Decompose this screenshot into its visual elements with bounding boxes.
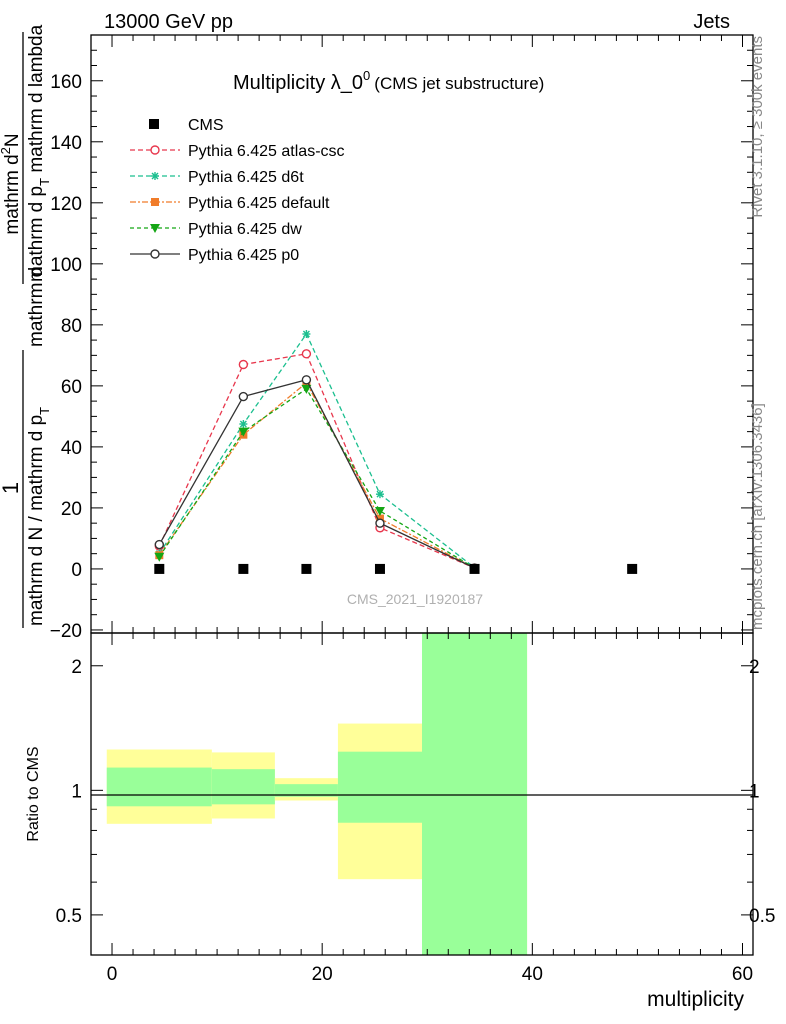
ratio-y-tick-label-right: 0.5 (749, 906, 775, 927)
data-point (151, 198, 159, 206)
y-label-fraction-bottom: mathrm d N / mathrm d pT (26, 407, 52, 626)
data-point (150, 224, 160, 233)
data-point (151, 172, 159, 180)
series-group (154, 330, 480, 574)
legend-label: CMS (188, 117, 224, 134)
cms-data-point (469, 563, 480, 574)
main-y-tick-label: 0 (71, 560, 82, 581)
analysis-watermark: CMS_2021_I1920187 (347, 591, 483, 607)
ratio-band-inner (422, 633, 528, 955)
x-tick-label: 0 (107, 964, 118, 985)
data-point (150, 249, 160, 259)
chart-title: Multiplicity λ_00 (CMS jet substructure) (233, 68, 544, 94)
series-0 (154, 349, 480, 573)
rivet-info-label: Rivet 3.1.10, ≥ 300k events (749, 36, 766, 218)
data-point (154, 552, 165, 562)
ratio-band-inner (337, 751, 422, 823)
chart-title-sup: 0 (363, 68, 370, 83)
main-y-tick-label: 60 (61, 377, 82, 398)
category-label: Jets (693, 11, 730, 33)
main-y-tick-label: 80 (61, 316, 82, 337)
ratio-y-axis-label: Ratio to CMS (25, 746, 42, 841)
data-point (154, 539, 165, 550)
ratio-band-inner (211, 769, 275, 805)
data-point (301, 384, 312, 394)
ratio-band-inner (274, 784, 338, 797)
data-point (238, 359, 249, 370)
cms-data-point (301, 563, 312, 574)
data-point (239, 420, 248, 429)
ratio-y-tick-label-right: 1 (749, 781, 760, 802)
ratio-plot-frame (90, 632, 754, 956)
ratio-band-inner (106, 767, 212, 807)
main-y-tick-label: 100 (50, 255, 82, 276)
series-2 (155, 378, 479, 573)
y-label-second-bottom: mathrm d pT mathrm d lambda (26, 24, 52, 282)
x-axis-ticks: 0 20 40 60 (107, 35, 753, 985)
series-line (158, 387, 475, 569)
legend: CMS Pythia 6.425 atlas-csc Pythia 6.425 d6… (130, 117, 345, 264)
data-point (301, 349, 312, 359)
data-point (150, 145, 160, 155)
y-label-fraction-top: 1 (0, 482, 23, 494)
series-line (158, 379, 475, 569)
y-label-mid: mathrm d (26, 267, 47, 347)
legend-label: Pythia 6.425 default (188, 195, 330, 212)
main-y-tick-label: −20 (50, 621, 82, 642)
mcplots-credit-label: mcplots.cern.ch [arXiv:1306.3436] (749, 403, 766, 630)
main-y-tick-label: 140 (50, 133, 82, 154)
x-tick-label: 20 (312, 964, 333, 985)
chart-title-sub: (CMS jet substructure) (374, 74, 544, 93)
data-point (375, 518, 385, 528)
energy-label: 13000 GeV pp (104, 11, 233, 33)
cms-data-point (374, 563, 385, 574)
data-point (238, 391, 249, 402)
data-point (238, 427, 249, 437)
data-point (374, 506, 385, 516)
series-4 (154, 375, 480, 573)
data-point (375, 490, 384, 499)
ratio-y-tick-label-right: 2 (749, 657, 760, 678)
cms-data-point (627, 563, 638, 574)
main-y-tick-label: 20 (61, 499, 82, 520)
data-point (302, 330, 311, 338)
ratio-y-tick-label: 0.5 (56, 906, 82, 927)
chart-title-main: Multiplicity λ_0 (233, 72, 363, 94)
ratio-y-axis-ticks: 0.5 0.5 1 1 2 2 (56, 657, 775, 956)
main-y-tick-label: 160 (50, 72, 82, 93)
main-y-tick-label: 120 (50, 194, 82, 215)
ratio-bands (106, 633, 528, 955)
x-axis-label: multiplicity (647, 988, 744, 1011)
legend-label: Pythia 6.425 p0 (188, 247, 299, 264)
cms-data-point (154, 563, 165, 574)
legend-label: Pythia 6.425 atlas-csc (188, 143, 345, 160)
main-y-tick-label: 40 (61, 438, 82, 459)
ratio-y-tick-label: 2 (71, 657, 82, 678)
data-point (301, 375, 312, 385)
legend-marker-cms (149, 119, 159, 129)
cms-data-point (238, 563, 249, 574)
main-y-axis-ticks: −20 0 20 40 60 80 100 120 140 160 (50, 49, 753, 642)
x-tick-label: 60 (732, 964, 753, 985)
series-line (158, 381, 475, 569)
series-line (158, 332, 475, 569)
x-tick-label: 40 (522, 964, 543, 985)
y-label-second-top: mathrm d2N (0, 133, 23, 234)
main-y-axis-label: 1 mathrm d N / mathrm d pT mathrm d math… (0, 24, 52, 628)
legend-label: Pythia 6.425 dw (188, 221, 302, 238)
cms-data-points (154, 563, 638, 574)
ratio-y-tick-label: 1 (71, 781, 82, 802)
legend-label: Pythia 6.425 d6t (188, 169, 304, 186)
